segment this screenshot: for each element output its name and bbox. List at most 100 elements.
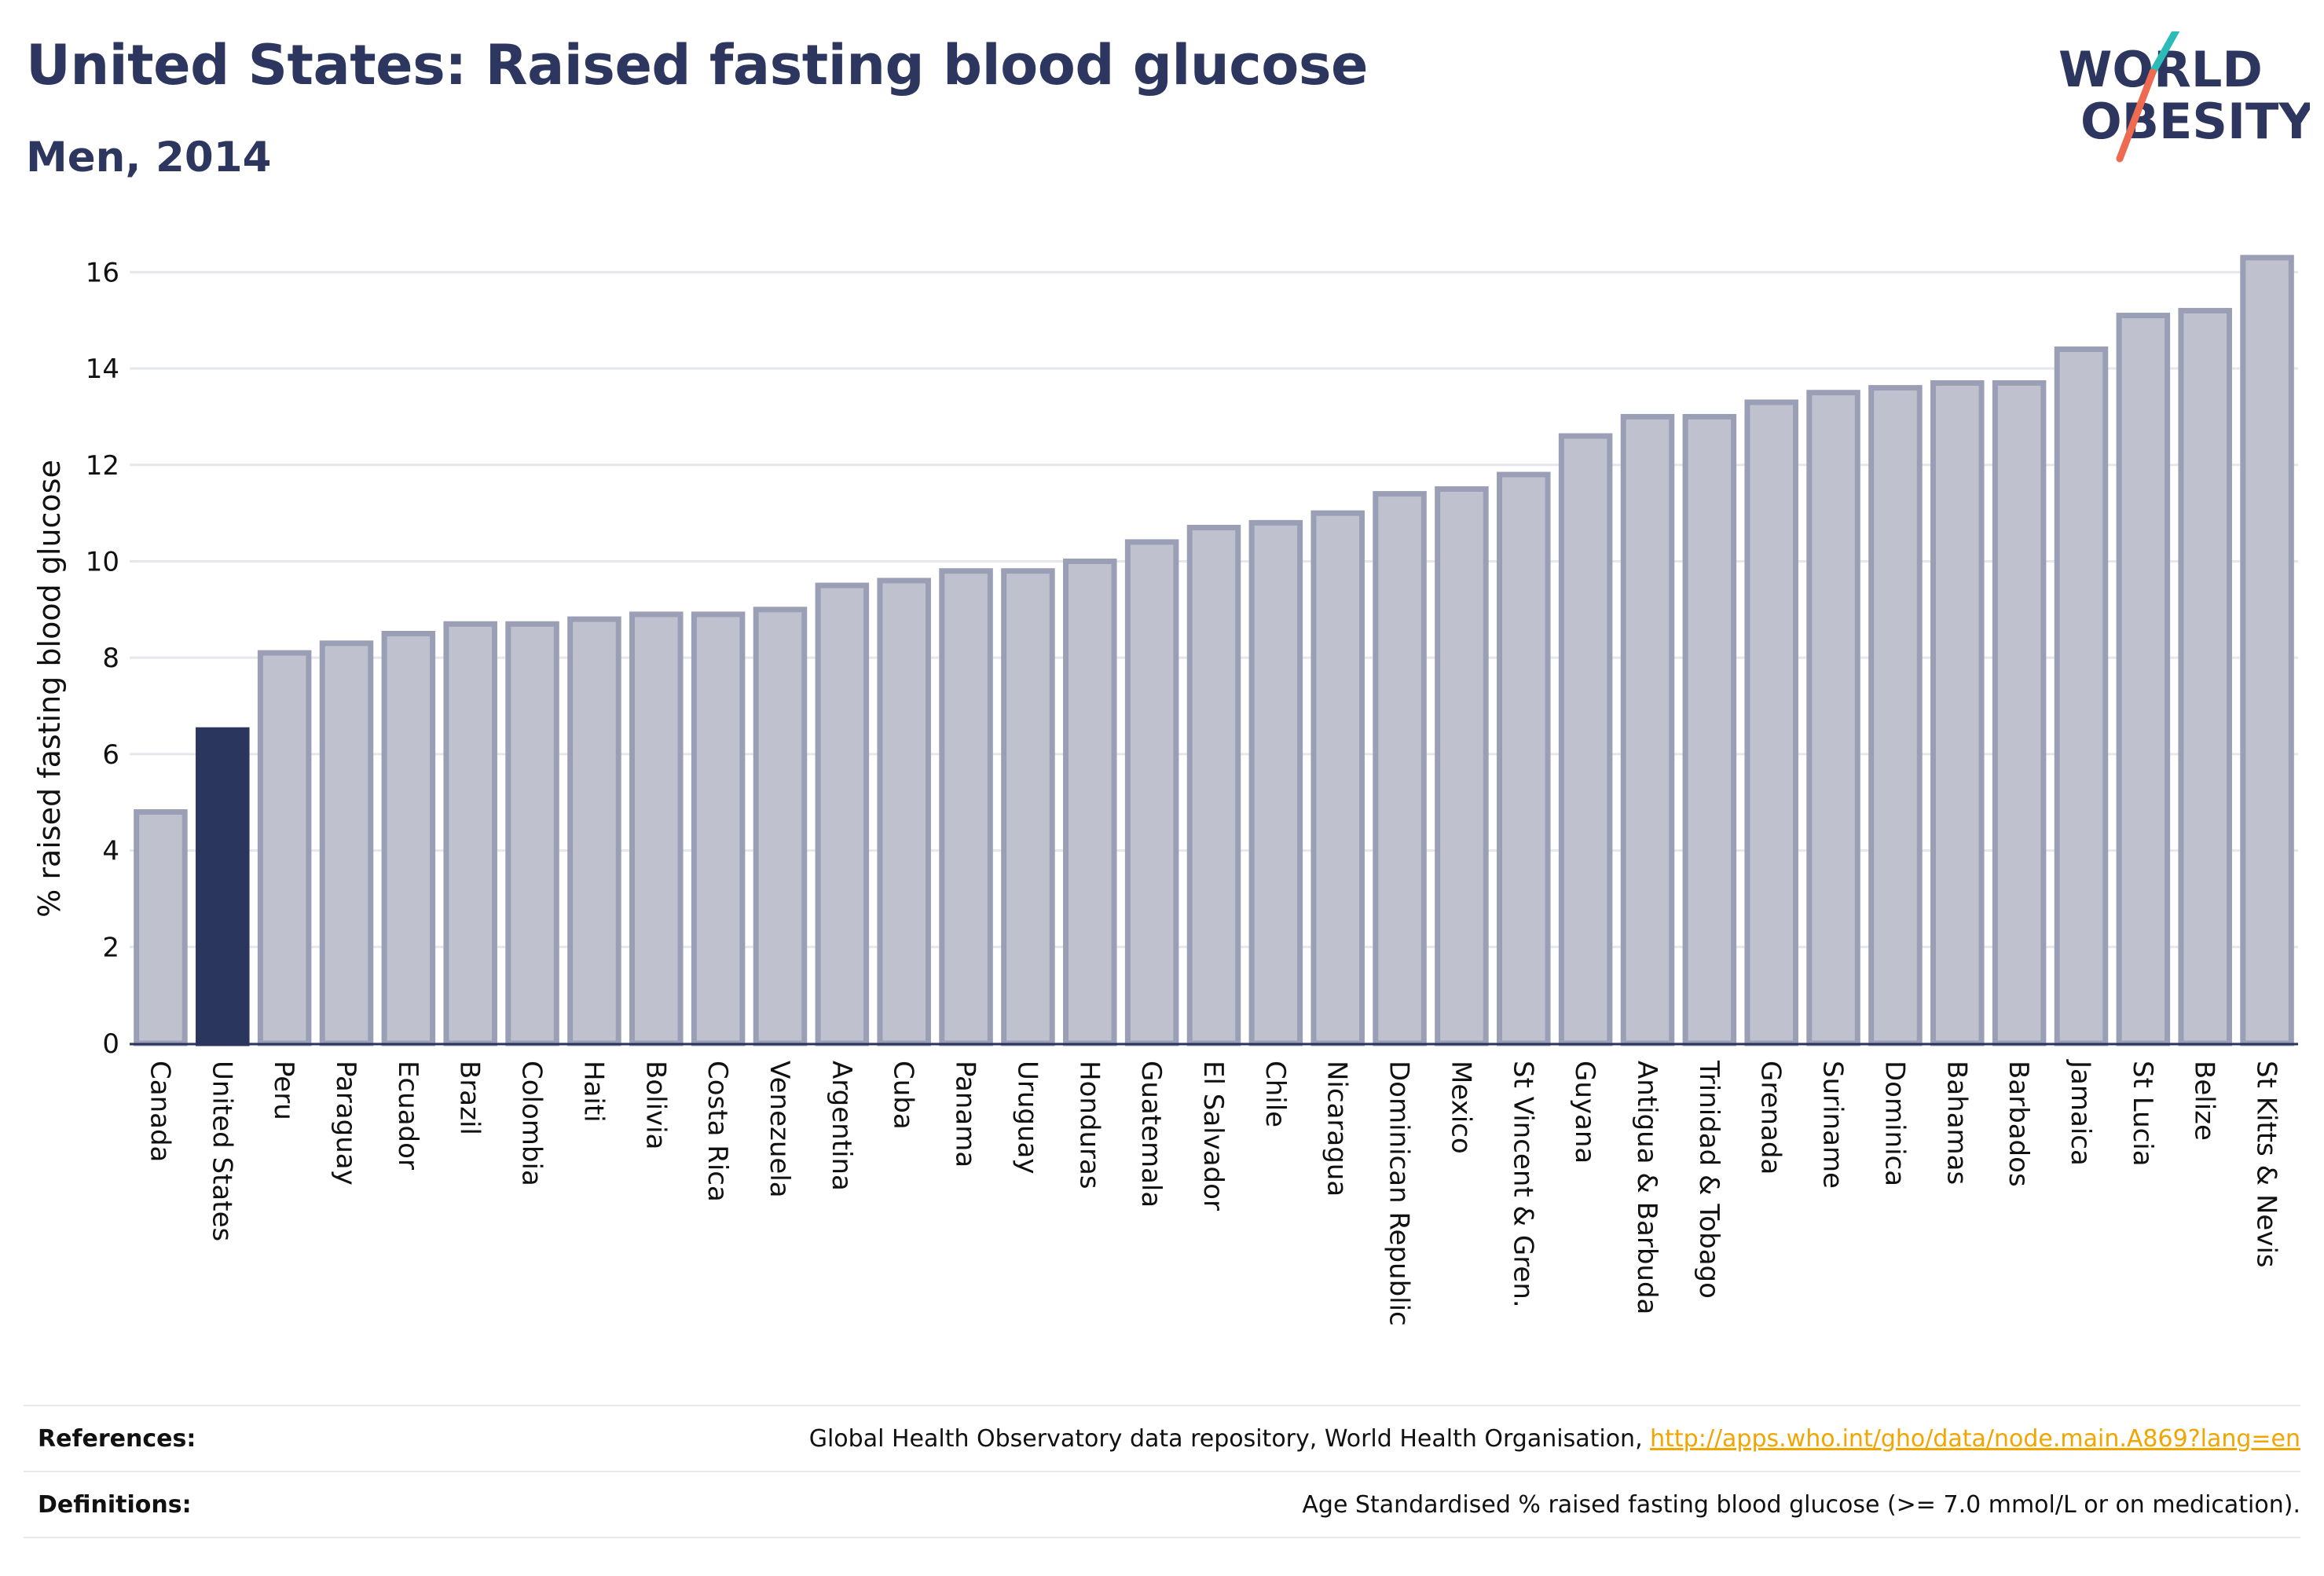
bar-mexico [1435, 486, 1489, 1046]
references-row: References: Global Health Observatory da… [24, 1405, 2300, 1471]
footer: References: Global Health Observatory da… [24, 1405, 2300, 1538]
bar-suriname [1806, 390, 1860, 1046]
x-tick-label: Bolivia [640, 1061, 671, 1149]
bar-chile [1248, 519, 1303, 1046]
x-tick-label: Mexico [1445, 1061, 1476, 1154]
logo-slash-coral [2116, 68, 2157, 163]
x-tick-label: St Lucia [2127, 1061, 2158, 1167]
y-tick-label: 2 [102, 932, 119, 963]
bar-guatemala [1124, 539, 1179, 1046]
world-obesity-logo: WORLD OBESITY [2058, 31, 2310, 163]
y-axis-ticks: 0 2 4 6 8 10 12 14 16 [86, 257, 119, 1060]
bar-barbados [1992, 379, 2047, 1046]
bar-canada [134, 809, 188, 1046]
y-axis-label: % raised fasting blood glucose [32, 460, 67, 918]
x-tick-label: Panama [950, 1061, 981, 1167]
x-tick-label: Chile [1259, 1061, 1291, 1127]
y-tick-label: 12 [86, 450, 119, 482]
x-tick-label: Grenada [1755, 1061, 1787, 1175]
x-tick-label: St Vincent & Gren. [1507, 1061, 1538, 1308]
y-tick-label: 0 [102, 1028, 119, 1060]
bar-st-vincent-gren- [1497, 471, 1551, 1046]
definitions-text: Age Standardised % raised fasting blood … [1302, 1490, 2300, 1519]
x-tick-label: Honduras [1073, 1061, 1105, 1189]
bar-dominica [1868, 385, 1923, 1046]
x-tick-label: Suriname [1817, 1061, 1849, 1189]
logo-word-world: WORLD [2058, 41, 2263, 98]
x-tick-label: Peru [268, 1061, 299, 1120]
x-tick-label: Paraguay [330, 1061, 361, 1186]
bar-cuba [877, 577, 931, 1046]
bar-uruguay [1001, 568, 1055, 1046]
bar-honduras [1063, 558, 1117, 1046]
x-tick-label: Canada [144, 1061, 175, 1162]
bar-argentina [815, 582, 870, 1046]
definitions-label: Definitions: [38, 1490, 192, 1519]
y-tick-label: 4 [102, 836, 119, 867]
x-tick-label: Venezuela [764, 1061, 795, 1198]
y-tick-label: 14 [86, 354, 119, 385]
bar-antigua-barbuda [1620, 413, 1675, 1046]
x-tick-label: Guatemala [1135, 1061, 1167, 1208]
references-label: References: [38, 1424, 196, 1453]
bar-paraguay [319, 640, 374, 1046]
x-tick-label: Nicaragua [1321, 1061, 1353, 1197]
x-tick-label: Dominican Republic [1384, 1061, 1415, 1326]
bar-trinidad-tobago [1682, 413, 1737, 1046]
bar-nicaragua [1310, 510, 1365, 1046]
x-tick-label: Cuba [888, 1061, 919, 1130]
x-tick-label: Brazil [454, 1061, 486, 1135]
bar-dominican-republic [1373, 491, 1427, 1046]
bar-el-salvador [1186, 525, 1241, 1046]
x-tick-label: Costa Rica [702, 1061, 733, 1202]
bar-bahamas [1930, 379, 1985, 1046]
logo-slash-teal [2149, 31, 2180, 76]
bar-peru [257, 650, 312, 1046]
bar-ecuador [381, 631, 436, 1046]
bar-guyana [1558, 433, 1613, 1046]
y-tick-label: 8 [102, 643, 119, 674]
x-axis-labels: Canada United States Peru Paraguay Ecuador Br… [144, 1059, 2282, 1326]
x-tick-label: El Salvador [1197, 1061, 1229, 1211]
bars [134, 255, 2294, 1046]
bar-grenada [1744, 399, 1798, 1046]
x-tick-label: Ecuador [392, 1061, 423, 1170]
bar-chart: 0 2 4 6 8 10 12 14 16 Canada United States Peru Par… [32, 255, 2298, 1326]
x-tick-label: Belize [2189, 1061, 2220, 1141]
x-tick-label: Trinidad & Tobago [1693, 1060, 1725, 1299]
bar-jamaica [2054, 346, 2109, 1046]
x-tick-label: Antigua & Barbuda [1631, 1061, 1662, 1314]
bar-colombia [505, 621, 559, 1046]
bar-st-kitts-nevis [2240, 255, 2294, 1046]
references-text: Global Health Observatory data repositor… [808, 1424, 1651, 1453]
bar-panama [939, 568, 993, 1046]
y-tick-label: 6 [102, 739, 119, 771]
x-tick-label: Colombia [516, 1061, 548, 1186]
chart-title: United States: Raised fasting blood gluc… [26, 33, 1368, 97]
x-tick-label: Uruguay [1011, 1061, 1043, 1175]
x-tick-label: Haiti [577, 1061, 609, 1123]
x-tick-label: Barbados [2003, 1061, 2034, 1187]
references-link[interactable]: http://apps.who.int/gho/data/node.main.A… [1650, 1424, 2300, 1453]
bar-costa-rica [691, 611, 746, 1046]
chart-subtitle: Men, 2014 [26, 134, 272, 181]
logo-word-obesity: OBESITY [2080, 93, 2310, 150]
bar-belize [2178, 307, 2232, 1046]
x-tick-label: Argentina [826, 1061, 857, 1191]
x-tick-label: Guyana [1569, 1061, 1600, 1164]
y-tick-label: 16 [86, 257, 119, 288]
x-tick-label: St Kitts & Nevis [2251, 1061, 2282, 1268]
y-tick-label: 10 [86, 546, 119, 577]
bar-st-lucia [2116, 313, 2171, 1046]
definitions-row: Definitions: Age Standardised % raised f… [24, 1471, 2300, 1538]
x-tick-label: Bahamas [1941, 1061, 1972, 1185]
bar-united-states [196, 727, 250, 1046]
bar-bolivia [629, 611, 684, 1046]
references-text-wrapper: Global Health Observatory data repositor… [809, 1425, 2300, 1453]
x-tick-label: Jamaica [2065, 1059, 2096, 1166]
x-tick-label: Dominica [1879, 1061, 1910, 1186]
x-tick-label: United States [206, 1061, 237, 1241]
bar-venezuela [753, 607, 808, 1046]
bar-haiti [567, 616, 621, 1046]
bar-brazil [443, 621, 497, 1046]
